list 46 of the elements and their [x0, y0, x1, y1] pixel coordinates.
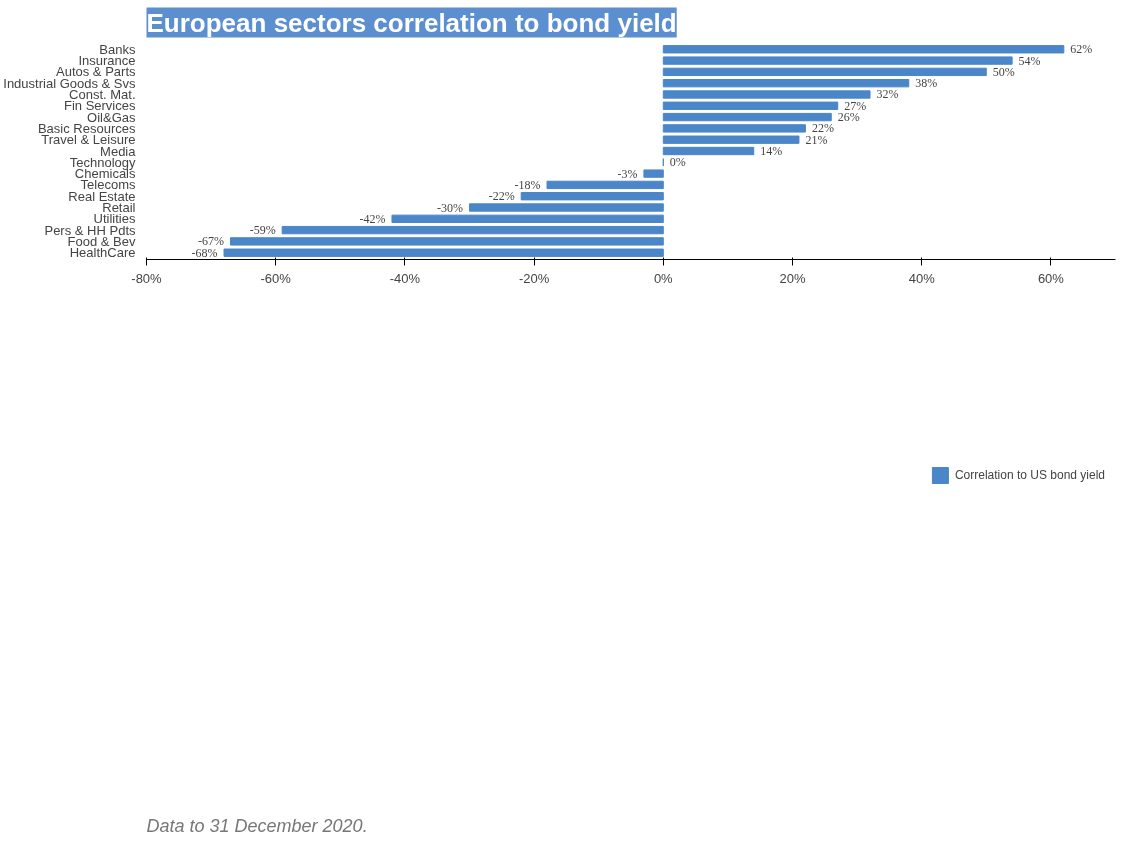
- bar: [520, 192, 664, 201]
- bar: [662, 56, 1013, 65]
- data-label: 14%: [760, 144, 783, 158]
- data-label: 0%: [669, 155, 686, 170]
- text: Data to 31 December 2020.: [146, 815, 368, 836]
- bar: [643, 169, 664, 178]
- bar: [391, 214, 664, 223]
- data-label: 50%: [992, 64, 1015, 79]
- data-label: -22%: [488, 189, 515, 204]
- x-tick-label: 0%: [653, 270, 674, 286]
- data-label: 62%: [1070, 42, 1093, 57]
- bar: [662, 101, 839, 110]
- data-label: -18%: [514, 177, 541, 192]
- x-tick-label: -40%: [389, 270, 421, 286]
- bar: [281, 225, 664, 235]
- bar: [662, 45, 1065, 54]
- data-label: 38%: [915, 76, 938, 91]
- data-label: -59%: [249, 223, 276, 238]
- bar: [546, 180, 664, 190]
- bar: [662, 124, 806, 133]
- data-label: -30%: [437, 200, 464, 215]
- bar: [229, 237, 664, 246]
- legend-label: Correlation to US bond yield: [954, 467, 1105, 482]
- x-tick-label: -20%: [518, 270, 550, 286]
- data-label: 54%: [1018, 53, 1041, 68]
- chart-title: European sectors correlation to bond yield: [146, 7, 677, 38]
- bar: [469, 203, 664, 212]
- data-label: 27%: [844, 98, 867, 113]
- y-tick-label: HealthCare: [69, 245, 136, 261]
- data-label: -3%: [617, 166, 638, 181]
- data-label: 26%: [837, 110, 860, 125]
- data-label: 32%: [876, 87, 899, 102]
- x-tick-label: 20%: [779, 270, 806, 286]
- x-tick-label: 60%: [1037, 270, 1065, 286]
- bar: [662, 135, 800, 144]
- x-tick-label: 40%: [908, 270, 936, 286]
- y-tick-label: Banks: [99, 41, 136, 57]
- data-label: -42%: [359, 211, 386, 226]
- bar: [662, 112, 832, 122]
- x-tick-label: -80%: [131, 270, 163, 286]
- bar: [662, 67, 987, 77]
- bar: [223, 248, 664, 257]
- x-tick-label: -60%: [260, 270, 292, 286]
- bar: [662, 146, 755, 156]
- bar: [662, 90, 871, 99]
- bar: [662, 79, 910, 88]
